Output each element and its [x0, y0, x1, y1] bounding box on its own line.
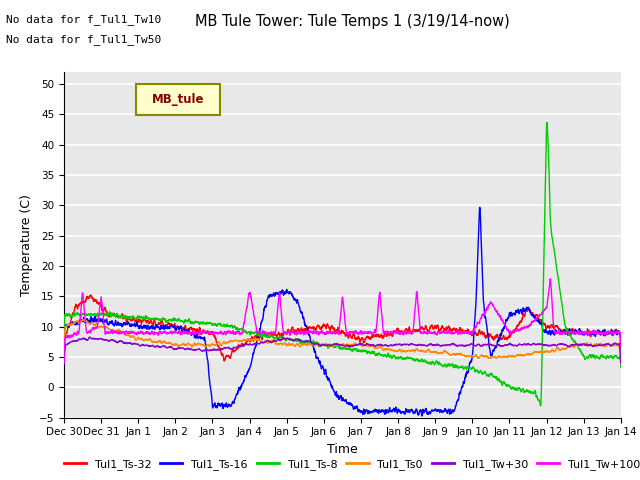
Text: MB_tule: MB_tule [152, 93, 204, 106]
FancyBboxPatch shape [136, 84, 220, 115]
Text: No data for f_Tul1_Tw50: No data for f_Tul1_Tw50 [6, 34, 162, 45]
X-axis label: Time: Time [327, 443, 358, 456]
Legend: Tul1_Ts-32, Tul1_Ts-16, Tul1_Ts-8, Tul1_Ts0, Tul1_Tw+30, Tul1_Tw+100: Tul1_Ts-32, Tul1_Ts-16, Tul1_Ts-8, Tul1_… [59, 455, 640, 474]
Text: MB Tule Tower: Tule Temps 1 (3/19/14-now): MB Tule Tower: Tule Temps 1 (3/19/14-now… [195, 14, 509, 29]
Text: No data for f_Tul1_Tw10: No data for f_Tul1_Tw10 [6, 14, 162, 25]
Y-axis label: Temperature (C): Temperature (C) [20, 194, 33, 296]
